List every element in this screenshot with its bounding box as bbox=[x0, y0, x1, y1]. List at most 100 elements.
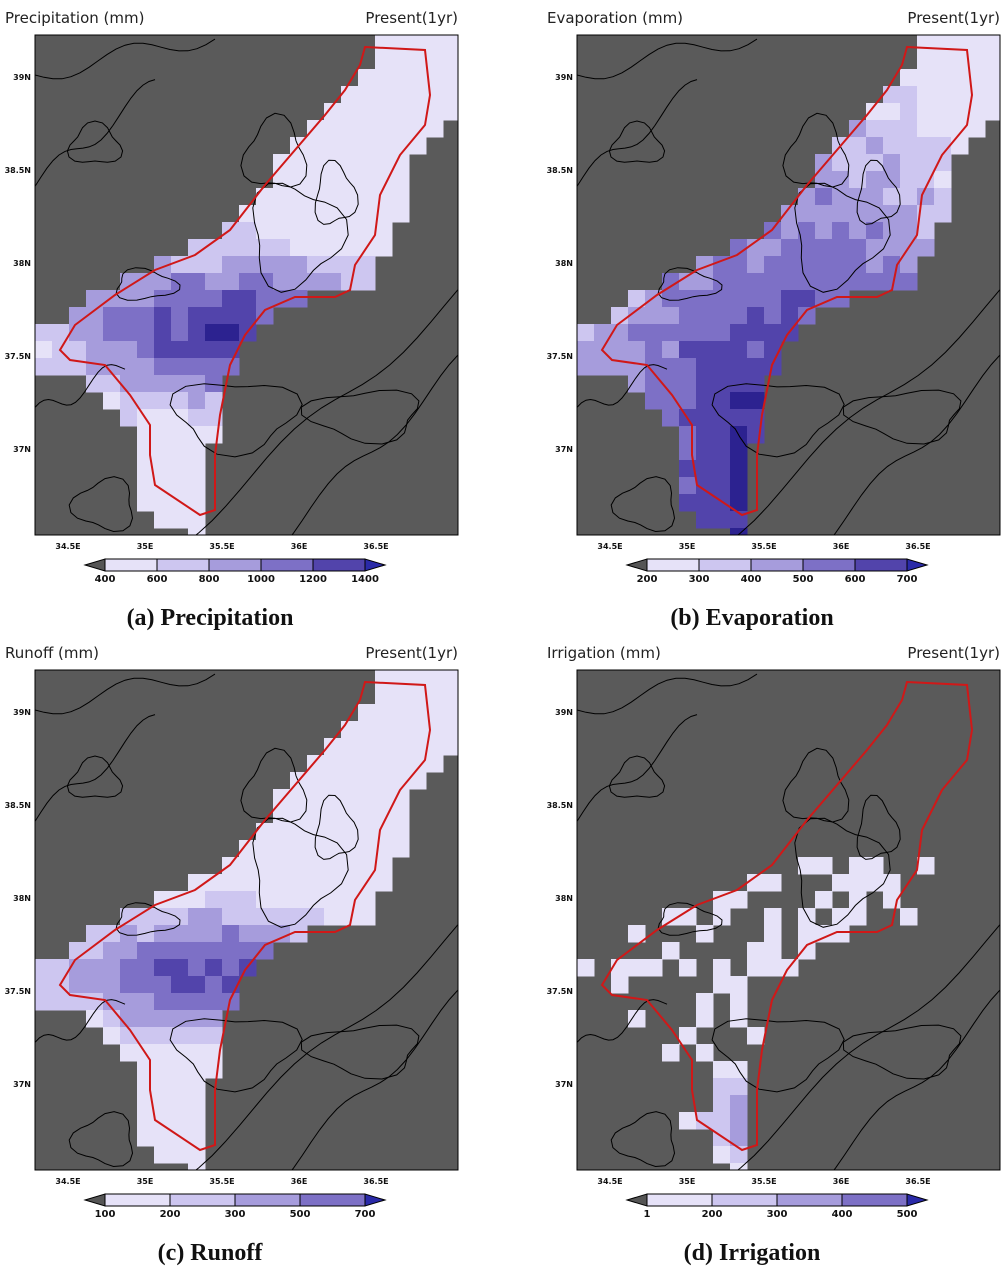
grid-cell bbox=[256, 256, 274, 274]
grid-cell bbox=[171, 290, 189, 308]
grid-cell bbox=[951, 86, 969, 104]
grid-cell bbox=[307, 273, 325, 291]
grid-cell bbox=[256, 205, 274, 223]
grid-cell bbox=[730, 976, 748, 994]
grid-cell bbox=[815, 891, 833, 909]
grid-cell bbox=[679, 443, 697, 461]
grid-cell bbox=[815, 205, 833, 223]
contour bbox=[577, 38, 758, 80]
contour bbox=[169, 383, 303, 458]
grid-cell bbox=[103, 976, 121, 994]
grid-cell bbox=[611, 324, 629, 342]
grid-cell bbox=[798, 239, 816, 257]
grid-cell bbox=[154, 494, 172, 512]
colorbar-box bbox=[156, 558, 210, 572]
grid-cell bbox=[171, 976, 189, 994]
grid-cell bbox=[747, 290, 765, 308]
grid-cell bbox=[86, 925, 104, 943]
grid-cell bbox=[188, 891, 206, 909]
grid-cell bbox=[154, 324, 172, 342]
grid-cell bbox=[917, 120, 935, 138]
contour bbox=[314, 159, 359, 225]
grid-cell bbox=[713, 460, 731, 478]
grid-cell bbox=[798, 925, 816, 943]
grid-cell bbox=[866, 874, 884, 892]
grid-cell bbox=[205, 307, 223, 325]
grid-cell bbox=[426, 755, 444, 773]
grid-cell bbox=[730, 307, 748, 325]
grid-cell bbox=[934, 103, 952, 121]
grid-cell bbox=[239, 290, 257, 308]
grid-cell bbox=[341, 86, 359, 104]
grid-cell bbox=[392, 687, 410, 705]
grid-cell bbox=[577, 358, 595, 376]
grid-cell bbox=[171, 392, 189, 410]
grid-cell bbox=[239, 874, 257, 892]
grid-cell bbox=[713, 1061, 731, 1079]
grid-cell bbox=[934, 188, 952, 206]
grid-cell bbox=[358, 273, 376, 291]
grid-cell bbox=[781, 222, 799, 240]
grid-cell bbox=[968, 52, 986, 70]
grid-cell bbox=[120, 925, 138, 943]
grid-cell bbox=[696, 443, 714, 461]
grid-cell bbox=[171, 1095, 189, 1113]
contour bbox=[240, 112, 308, 188]
grid-cell bbox=[205, 392, 223, 410]
caption: (c) Runoff bbox=[158, 1240, 264, 1266]
grid-cell bbox=[730, 324, 748, 342]
grid-cell bbox=[86, 290, 104, 308]
grid-cell bbox=[171, 1146, 189, 1164]
grid-cell bbox=[154, 290, 172, 308]
grid-cell bbox=[154, 511, 172, 529]
grid-cell bbox=[375, 188, 393, 206]
grid-cell bbox=[900, 222, 918, 240]
contour bbox=[737, 289, 1000, 535]
grid-cell bbox=[137, 1027, 155, 1045]
grid-cell bbox=[696, 307, 714, 325]
grid-cell bbox=[815, 290, 833, 308]
grid-cell bbox=[968, 69, 986, 87]
lon-label: 35.5E bbox=[209, 1177, 234, 1186]
grid-cell bbox=[917, 171, 935, 189]
grid-cell bbox=[69, 959, 87, 977]
grid-cell bbox=[747, 942, 765, 960]
basin-outline bbox=[600, 680, 974, 1152]
grid-cell bbox=[171, 942, 189, 960]
grid-cell bbox=[883, 874, 901, 892]
grid-cell bbox=[239, 925, 257, 943]
grid-cell bbox=[120, 976, 138, 994]
grid-cell bbox=[341, 120, 359, 138]
lat-label: 37N bbox=[555, 445, 573, 454]
grid-cell bbox=[679, 341, 697, 359]
contour bbox=[856, 159, 901, 225]
grid-cell bbox=[324, 239, 342, 257]
grid-cell bbox=[137, 392, 155, 410]
grid-cell bbox=[341, 103, 359, 121]
grid-cell bbox=[324, 908, 342, 926]
grid-cell bbox=[713, 290, 731, 308]
grid-cell bbox=[866, 256, 884, 274]
grid-cell bbox=[713, 358, 731, 376]
grid-cell bbox=[341, 772, 359, 790]
lon-label: 36E bbox=[833, 542, 850, 551]
grid-cell bbox=[324, 772, 342, 790]
map-panel: Runoff (mm) Present(1yr) 39N 38.5N 38N 37.5N 3… bbox=[5, 644, 459, 1266]
grid-cell bbox=[730, 1129, 748, 1147]
grid-cell bbox=[120, 341, 138, 359]
lon-label: 36.5E bbox=[363, 542, 388, 551]
contour bbox=[794, 182, 891, 293]
grid-cell bbox=[951, 137, 969, 155]
grid-cell bbox=[256, 840, 274, 858]
grid-cell bbox=[273, 256, 291, 274]
grid-cell bbox=[375, 772, 393, 790]
grid-cell bbox=[324, 154, 342, 172]
grid-cell bbox=[832, 205, 850, 223]
grid-cell bbox=[730, 409, 748, 427]
grid-cell bbox=[137, 959, 155, 977]
grid-cell bbox=[951, 35, 969, 53]
grid-cell bbox=[662, 341, 680, 359]
grid-cell bbox=[137, 1112, 155, 1130]
grid-cell bbox=[205, 358, 223, 376]
grid-cell bbox=[358, 120, 376, 138]
